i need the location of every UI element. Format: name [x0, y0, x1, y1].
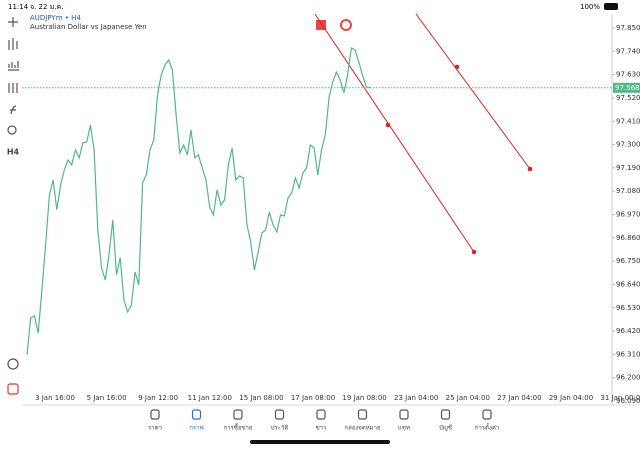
news-marker	[316, 20, 326, 30]
objects-tool[interactable]	[7, 358, 19, 370]
tab-label: การตั้งค่า	[475, 422, 499, 432]
shape-tool[interactable]	[7, 125, 17, 135]
tab-icon	[233, 409, 243, 420]
tab-label: ราคา	[148, 425, 162, 432]
y-tick-label: 96.530	[616, 304, 640, 312]
tab-label: ประวัติ	[271, 425, 289, 432]
y-tick-label: 96.750	[616, 257, 640, 265]
tab-label: แชท	[398, 425, 410, 432]
tab-label: การซื้อขาย	[224, 422, 253, 432]
tab-button[interactable]: การซื้อขาย	[224, 409, 253, 432]
x-tick-label: 27 Jan 04:00	[497, 394, 541, 402]
y-tick-label: 97.410	[616, 117, 640, 125]
trend-point	[471, 249, 477, 255]
y-tick-label: 97.190	[616, 164, 640, 172]
x-tick-label: 15 Jan 08:00	[239, 394, 283, 402]
y-tick-label: 96.860	[616, 234, 640, 242]
x-tick-label: 31 Jan 00:00	[600, 394, 640, 402]
sidebar-tools	[7, 17, 19, 395]
tab-icon	[316, 409, 326, 420]
tab-button[interactable]: ข่าว	[316, 409, 327, 432]
x-tick-label: 29 Jan 04:00	[549, 394, 593, 402]
x-tick-label: 23 Jan 04:00	[394, 394, 438, 402]
tab-button[interactable]: กราฟ	[189, 409, 204, 432]
tab-button[interactable]: กล่องจดหมาย	[344, 409, 381, 432]
battery-icon	[604, 3, 618, 10]
tab-icon	[399, 409, 409, 420]
price-line	[26, 46, 371, 355]
y-tick-label: 97.520	[616, 94, 640, 102]
app-tool[interactable]	[7, 383, 19, 395]
trend-lines	[314, 13, 533, 255]
status-time: 11:14	[8, 3, 29, 11]
status-date: จ. 22 ม.ค.	[30, 3, 63, 11]
tab-icon	[357, 409, 368, 420]
tab-label: บัญชี	[439, 424, 452, 432]
bars-tool[interactable]	[8, 61, 19, 71]
chart-title: AUDJPYm • H4	[30, 14, 81, 22]
tab-icon	[150, 409, 160, 420]
indicator-tool[interactable]	[8, 83, 18, 93]
x-tick-label: 19 Jan 08:00	[342, 394, 386, 402]
tab-button[interactable]: ราคา	[148, 409, 162, 432]
tab-icon	[191, 409, 202, 420]
trend-line[interactable]	[415, 13, 531, 170]
tab-button[interactable]: บัญชี	[439, 409, 452, 432]
last-price-box	[613, 82, 640, 93]
tab-button[interactable]: การตั้งค่า	[475, 409, 499, 432]
tab-label: กล่องจดหมาย	[344, 425, 380, 432]
chart-subtitle: Australian Dollar vs Japanese Yen	[30, 23, 147, 31]
trend-point	[385, 122, 391, 128]
candles-tool[interactable]	[8, 38, 18, 50]
x-tick-label: 11 Jan 12:00	[188, 394, 232, 402]
y-tick-label: 96.970	[616, 211, 640, 219]
tab-icon	[482, 409, 492, 420]
tab-icon	[274, 409, 285, 420]
trend-point	[527, 166, 533, 172]
trend-point	[454, 64, 460, 70]
x-tick-label: 9 Jan 12:00	[138, 394, 178, 402]
event-marker	[340, 19, 352, 31]
y-tick-label: 97.080	[616, 187, 640, 195]
x-tick-label: 5 Jan 16:00	[87, 394, 127, 402]
y-tick-label: 96.200	[616, 374, 640, 382]
crosshair-tool[interactable]	[8, 17, 18, 27]
x-tick-label: 17 Jan 08:00	[291, 394, 335, 402]
tab-label: กราฟ	[189, 425, 203, 432]
trend-line[interactable]	[314, 13, 475, 253]
y-tick-label: 97.740	[616, 47, 640, 55]
y-tick-label: 96.640	[616, 280, 640, 288]
tab-label: ข่าว	[316, 425, 327, 432]
x-tick-label: 25 Jan 04:00	[446, 394, 490, 402]
tab-button[interactable]: ประวัติ	[271, 409, 289, 432]
y-tick-label: 96.090	[616, 397, 640, 405]
x-tick-label: 3 Jan 16:00	[35, 394, 75, 402]
y-tick-label: 96.310	[616, 350, 640, 358]
tab-icon	[440, 409, 451, 420]
status-battery: 100%	[580, 3, 600, 11]
y-tick-label: 97.300	[616, 141, 640, 149]
y-tick-label: 97.850	[616, 24, 640, 32]
timeframe-button[interactable]: H4	[7, 148, 20, 157]
function-tool[interactable]	[10, 105, 17, 115]
y-tick-label: 97.630	[616, 71, 640, 79]
last-price-label: 97.568	[615, 84, 640, 92]
home-indicator	[250, 440, 390, 444]
tab-button[interactable]: แชท	[398, 409, 410, 432]
y-tick-label: 96.420	[616, 327, 640, 335]
